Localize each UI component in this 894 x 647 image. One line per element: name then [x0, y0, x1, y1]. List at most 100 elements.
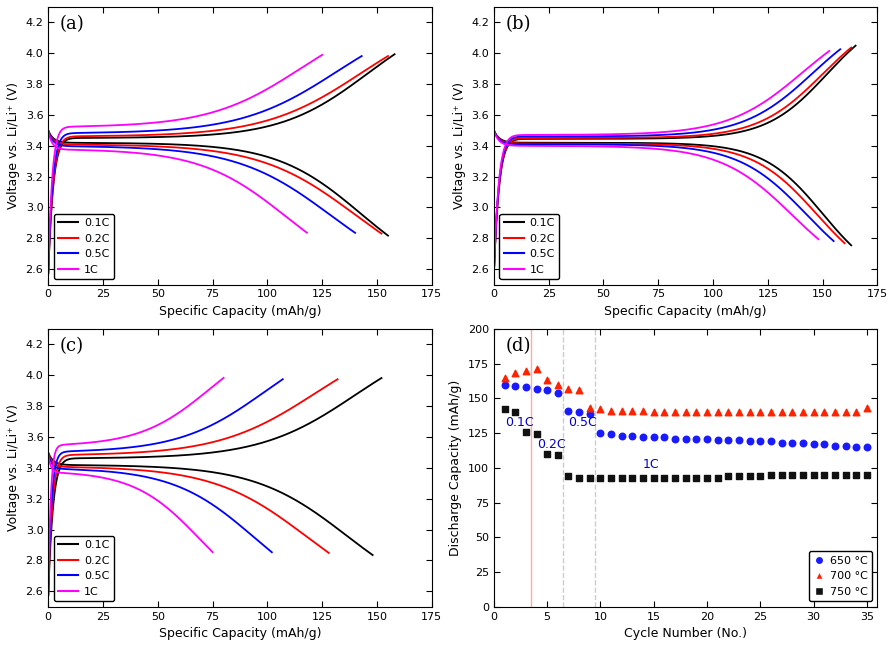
Point [528, 364, 543, 375]
Point [656, 407, 670, 417]
X-axis label: Specific Capacity (mAh/g): Specific Capacity (mAh/g) [603, 305, 766, 318]
Point [636, 432, 650, 443]
Point [763, 470, 777, 480]
Text: 1C: 1C [643, 458, 659, 471]
Point [859, 470, 873, 480]
Point [784, 470, 798, 480]
Point [636, 406, 650, 416]
Point [763, 407, 777, 417]
Point [710, 435, 724, 445]
Point [827, 407, 841, 417]
Point [784, 437, 798, 448]
Point [752, 407, 766, 417]
Point [571, 385, 586, 395]
Point [773, 437, 788, 448]
Point [593, 472, 607, 483]
Point [773, 407, 788, 417]
Point [614, 431, 628, 441]
Point [571, 407, 586, 417]
Point [795, 470, 809, 480]
Text: (d): (d) [505, 337, 530, 355]
Point [656, 472, 670, 483]
Text: 0.1C: 0.1C [505, 416, 534, 429]
Point [593, 404, 607, 415]
Point [699, 407, 713, 417]
Point [721, 435, 735, 445]
Point [805, 407, 820, 417]
Point [731, 407, 746, 417]
Point [731, 471, 746, 481]
Legend: 0.1C, 0.2C, 0.5C, 1C: 0.1C, 0.2C, 0.5C, 1C [54, 536, 114, 601]
Point [710, 407, 724, 417]
Point [571, 472, 586, 483]
Point [667, 407, 681, 417]
Point [795, 437, 809, 448]
Point [667, 433, 681, 444]
Point [519, 366, 533, 376]
Point [497, 404, 511, 415]
Point [816, 470, 831, 480]
Point [539, 385, 553, 395]
Text: (c): (c) [60, 337, 84, 355]
Legend: 0.1C, 0.2C, 0.5C, 1C: 0.1C, 0.2C, 0.5C, 1C [499, 214, 559, 279]
Point [805, 439, 820, 450]
Y-axis label: Voltage vs. Li/Li⁺ (V): Voltage vs. Li/Li⁺ (V) [7, 404, 20, 531]
Point [625, 431, 639, 441]
Text: 0.5C: 0.5C [568, 416, 596, 429]
Point [519, 382, 533, 393]
Point [752, 471, 766, 481]
Point [519, 426, 533, 437]
Point [721, 407, 735, 417]
Text: (a): (a) [60, 16, 84, 33]
Point [688, 407, 703, 417]
Point [614, 472, 628, 483]
Point [528, 384, 543, 394]
Point [550, 388, 564, 398]
Text: (b): (b) [505, 16, 530, 33]
Legend: 650 °C, 700 °C, 750 °C: 650 °C, 700 °C, 750 °C [807, 551, 871, 601]
Point [528, 430, 543, 440]
Point [848, 407, 863, 417]
Point [688, 472, 703, 483]
Point [497, 379, 511, 389]
Point [582, 408, 596, 419]
Legend: 0.1C, 0.2C, 0.5C, 1C: 0.1C, 0.2C, 0.5C, 1C [54, 214, 114, 279]
Point [859, 403, 873, 413]
Point [508, 380, 522, 391]
Y-axis label: Voltage vs. Li/Li⁺ (V): Voltage vs. Li/Li⁺ (V) [452, 82, 465, 209]
Point [731, 435, 746, 445]
Point [582, 472, 596, 483]
Point [625, 472, 639, 483]
Point [699, 472, 713, 483]
Point [827, 470, 841, 480]
X-axis label: Specific Capacity (mAh/g): Specific Capacity (mAh/g) [158, 627, 321, 640]
Point [838, 470, 852, 480]
Point [773, 470, 788, 480]
Point [752, 436, 766, 446]
Point [603, 406, 618, 416]
Point [816, 439, 831, 450]
Point [636, 472, 650, 483]
Point [742, 471, 756, 481]
Point [710, 472, 724, 483]
Point [827, 441, 841, 451]
Y-axis label: Discharge Capacity (mAh/g): Discharge Capacity (mAh/g) [449, 380, 462, 556]
Point [603, 472, 618, 483]
Point [582, 403, 596, 413]
Point [550, 450, 564, 461]
Point [795, 407, 809, 417]
Point [603, 430, 618, 440]
Point [848, 442, 863, 452]
Point [805, 470, 820, 480]
Point [539, 375, 553, 386]
Point [678, 433, 692, 444]
Point [763, 436, 777, 446]
Point [859, 442, 873, 452]
Point [678, 407, 692, 417]
Point [742, 407, 756, 417]
Point [721, 471, 735, 481]
Point [816, 407, 831, 417]
Point [848, 470, 863, 480]
Point [838, 441, 852, 451]
Point [561, 471, 575, 481]
